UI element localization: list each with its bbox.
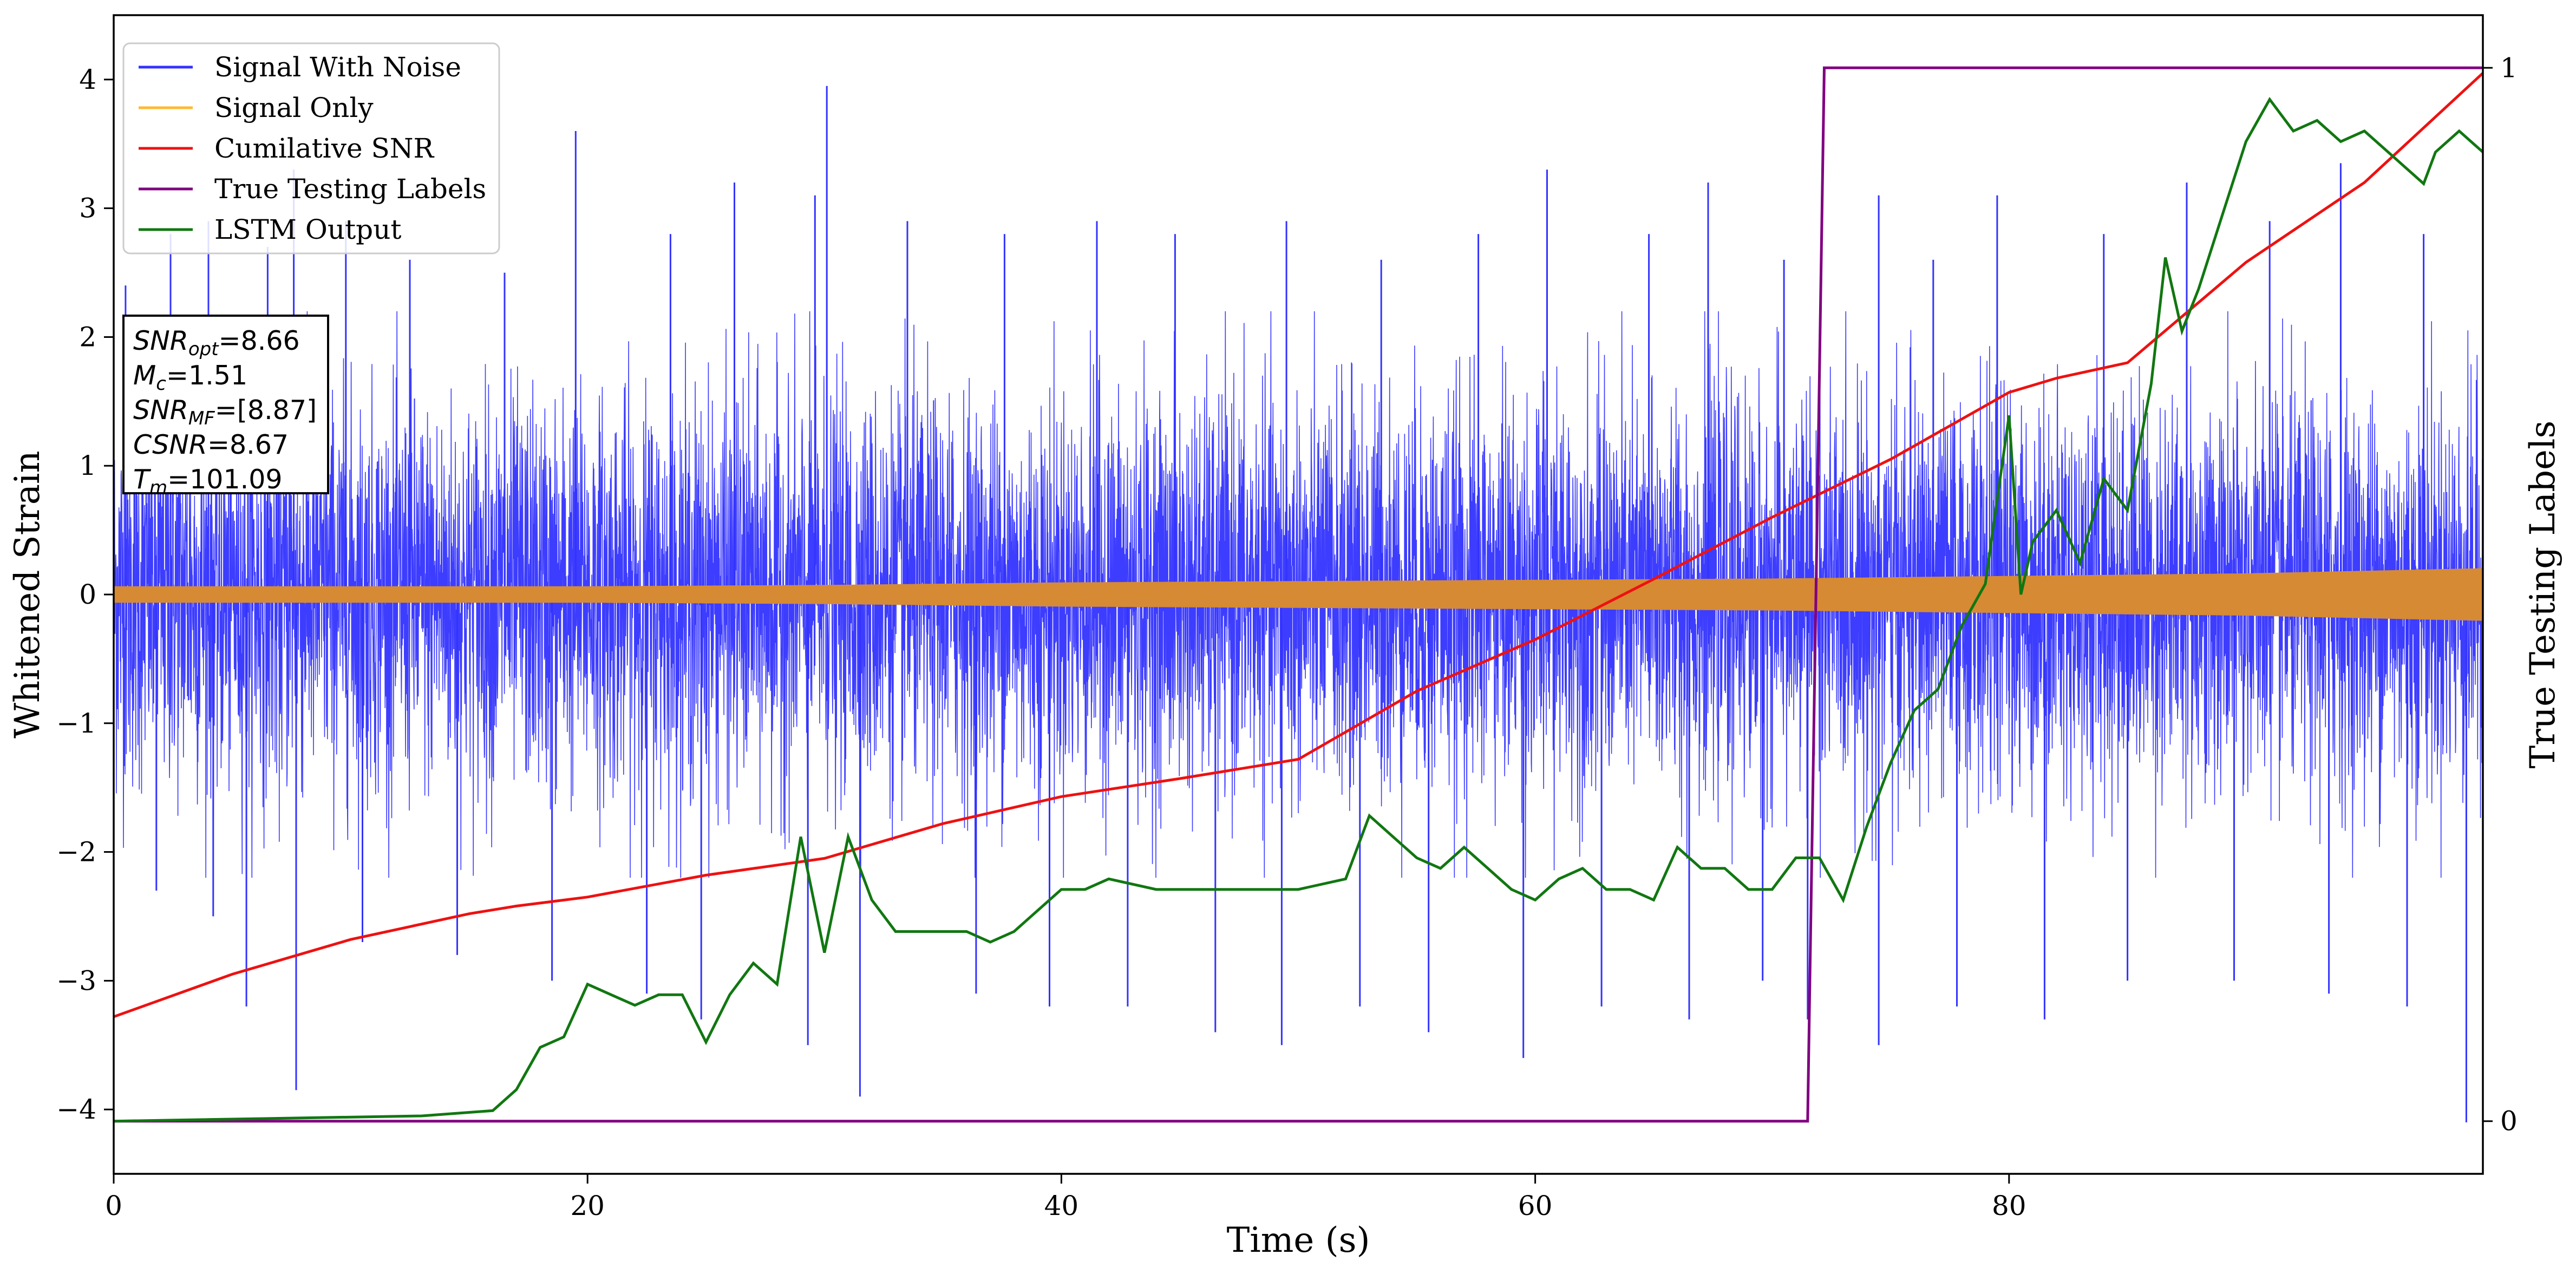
- y-axis-label: Whitened Strain: [8, 450, 48, 738]
- legend-label: LSTM Output: [214, 214, 401, 245]
- series-signal-only: [114, 568, 2483, 621]
- y-tick-label: 0: [79, 579, 96, 610]
- y-tick-label: −2: [56, 837, 96, 868]
- x-tick-label: 20: [570, 1190, 605, 1221]
- legend-item: Signal With Noise: [139, 51, 461, 83]
- legend-label: Cumilative SNR: [214, 133, 434, 164]
- y2-tick-label: 0: [2500, 1106, 2518, 1137]
- info-box-frame: [122, 315, 329, 494]
- y-tick-label: −3: [56, 965, 96, 996]
- legend: Signal With Noise Signal Only Cumilative S…: [122, 42, 500, 254]
- x-axis: 0 20 40 60 80: [105, 1174, 2026, 1221]
- y2-tick-label: 1: [2500, 52, 2518, 83]
- legend-frame: [122, 42, 500, 254]
- info-line: SNRopt=8.66: [133, 325, 300, 360]
- signal-band: [114, 568, 2483, 621]
- noise-trace: [114, 311, 2483, 878]
- x-tick-label: 0: [105, 1190, 122, 1221]
- legend-item: Signal Only: [139, 92, 374, 123]
- plot-area: [114, 66, 2483, 1123]
- legend-item: True Testing Labels: [139, 173, 486, 205]
- x-tick-label: 40: [1044, 1190, 1079, 1221]
- legend-label: Signal With Noise: [214, 51, 461, 83]
- y-tick-label: 4: [79, 64, 96, 95]
- legend-item: Cumilative SNR: [139, 133, 434, 164]
- info-line: SNRMF=[8.87]: [133, 395, 317, 429]
- info-line: Tm=101.09: [133, 464, 283, 499]
- series-true-testing-labels: [114, 66, 2483, 1123]
- y2-axis: 01: [2483, 52, 2518, 1137]
- y-tick-label: −4: [56, 1094, 96, 1125]
- legend-label: True Testing Labels: [214, 173, 486, 205]
- series-lstm-output: [114, 97, 2483, 1123]
- y-tick-label: 2: [79, 321, 96, 352]
- series-signal-with-noise: [114, 86, 2483, 1122]
- series-cumulative-snr: [114, 72, 2483, 1018]
- legend-item: LSTM Output: [139, 214, 401, 245]
- info-line: Mc=1.51: [133, 360, 247, 395]
- y-axis: −4 −3 −2 −1 0 1 2 3 4: [56, 64, 114, 1125]
- y-tick-label: −1: [56, 708, 96, 739]
- info-line: CSNR=8.67: [133, 429, 289, 460]
- x-tick-label: 80: [1992, 1190, 2026, 1221]
- y-tick-label: 1: [79, 450, 96, 481]
- x-tick-label: 60: [1518, 1190, 1553, 1221]
- legend-label: Signal Only: [214, 92, 374, 123]
- x-axis-label: Time (s): [1227, 1220, 1370, 1260]
- y2-axis-label: True Testing Labels: [2523, 421, 2563, 769]
- y-tick-label: 3: [79, 193, 96, 224]
